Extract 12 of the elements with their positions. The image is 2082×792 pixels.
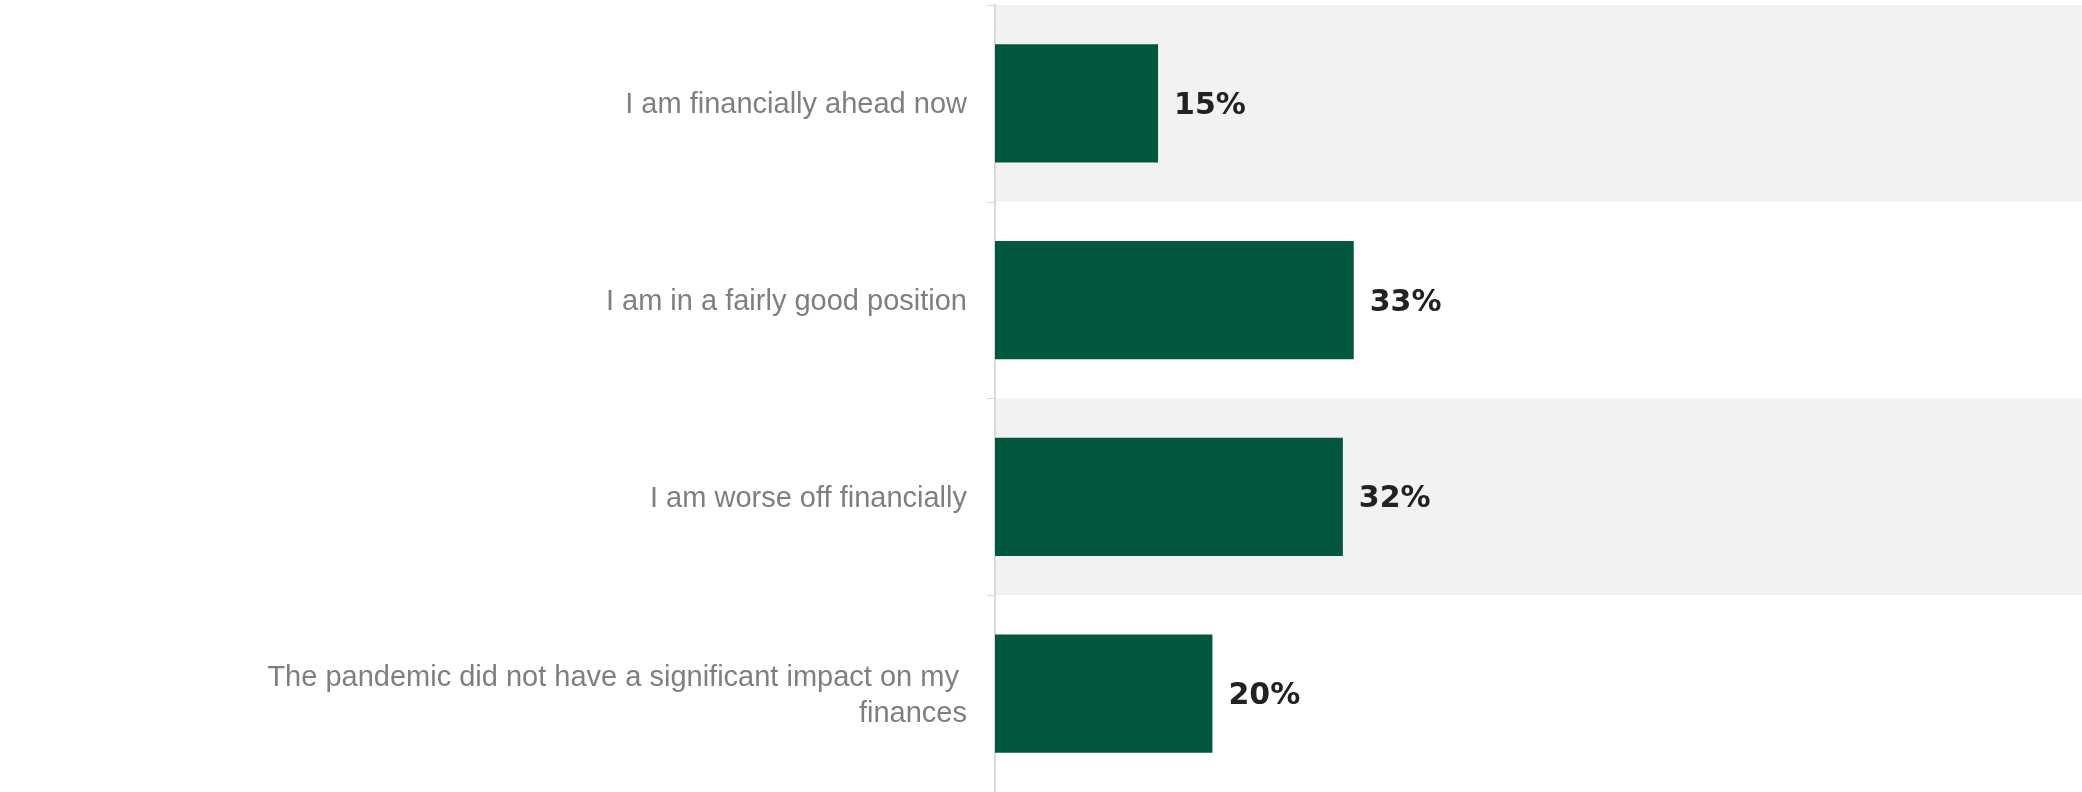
y-tick-label: I am in a fairly good position — [605, 284, 967, 317]
bar — [995, 241, 1354, 360]
data-label: 32% — [1358, 479, 1431, 515]
data-label: 33% — [1369, 282, 1442, 318]
y-tick-label: I am financially ahead now — [625, 87, 969, 120]
y-tick-label: The pandemic did not have a significant impact on my finances — [267, 659, 967, 728]
bar — [995, 634, 1213, 753]
y-tick-label: I am worse off financially — [650, 480, 968, 513]
data-label: 15% — [1174, 85, 1246, 121]
bar — [995, 44, 1159, 163]
bar — [995, 437, 1343, 556]
data-label: 20% — [1228, 676, 1301, 712]
